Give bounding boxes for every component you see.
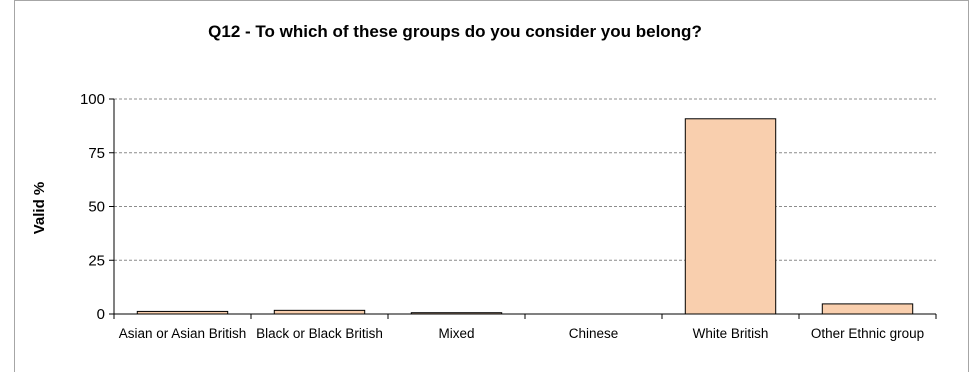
x-tick-label: Chinese [569,326,619,341]
x-tick-label: Other Ethnic group [811,326,924,341]
x-tick-label: Mixed [438,326,474,341]
chart-area: Q12 - To which of these groups do you co… [14,0,969,372]
y-tick-label: 50 [88,199,105,216]
y-tick-label: 25 [88,252,105,269]
gridlines [114,98,936,261]
y-tick-label: 0 [97,306,105,323]
y-tick-label: 75 [88,145,105,162]
bars [136,118,914,315]
axes [109,98,937,319]
chart-title: Q12 - To which of these groups do you co… [208,22,702,41]
x-tick-label: Asian or Asian British [119,326,247,341]
x-tick-label: White British [693,326,769,341]
bar-chart: Q12 - To which of these groups do you co… [31,22,937,341]
y-tick-label: 100 [80,91,105,108]
bar-white-british [684,118,777,315]
x-tick-labels: Asian or Asian British Black or Black Bri… [119,326,924,341]
y-tick-labels: 0 25 50 75 100 [80,91,105,323]
x-tick-label: Black or Black British [256,326,383,341]
bar-black-or-black-british [273,309,366,315]
bar-other-ethnic-group [821,303,914,315]
y-axis-label: Valid % [31,182,48,235]
